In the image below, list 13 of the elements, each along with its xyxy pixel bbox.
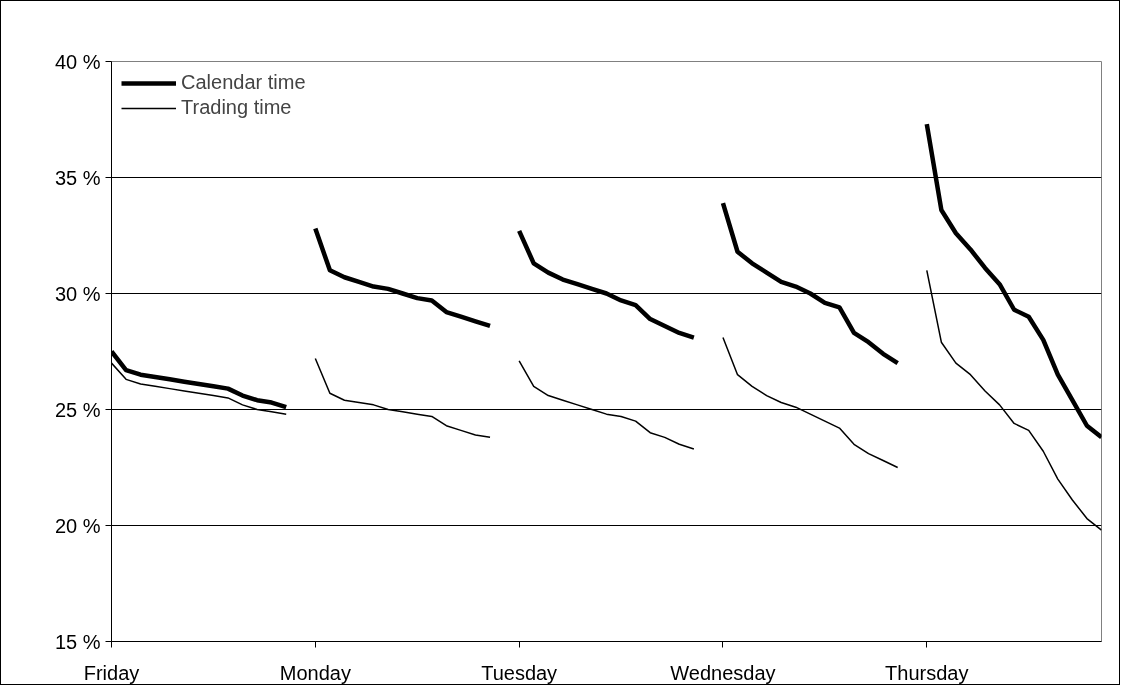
legend-label: Calendar time xyxy=(181,71,306,94)
legend-label: Trading time xyxy=(181,96,292,119)
x-tick-label: Thursday xyxy=(885,661,969,684)
y-tick-label: 25 % xyxy=(54,398,101,421)
y-tick-label: 35 % xyxy=(54,166,101,189)
x-tick-label: Friday xyxy=(83,661,140,684)
y-tick-label: 20 % xyxy=(54,514,101,537)
y-tick-label: 15 % xyxy=(54,630,101,653)
y-tick-label: 40 % xyxy=(54,50,101,73)
x-tick-label: Tuesday xyxy=(481,661,558,684)
y-tick-label: 30 % xyxy=(54,282,101,305)
x-tick-label: Wednesday xyxy=(670,661,776,684)
x-tick-label: Monday xyxy=(279,661,351,684)
